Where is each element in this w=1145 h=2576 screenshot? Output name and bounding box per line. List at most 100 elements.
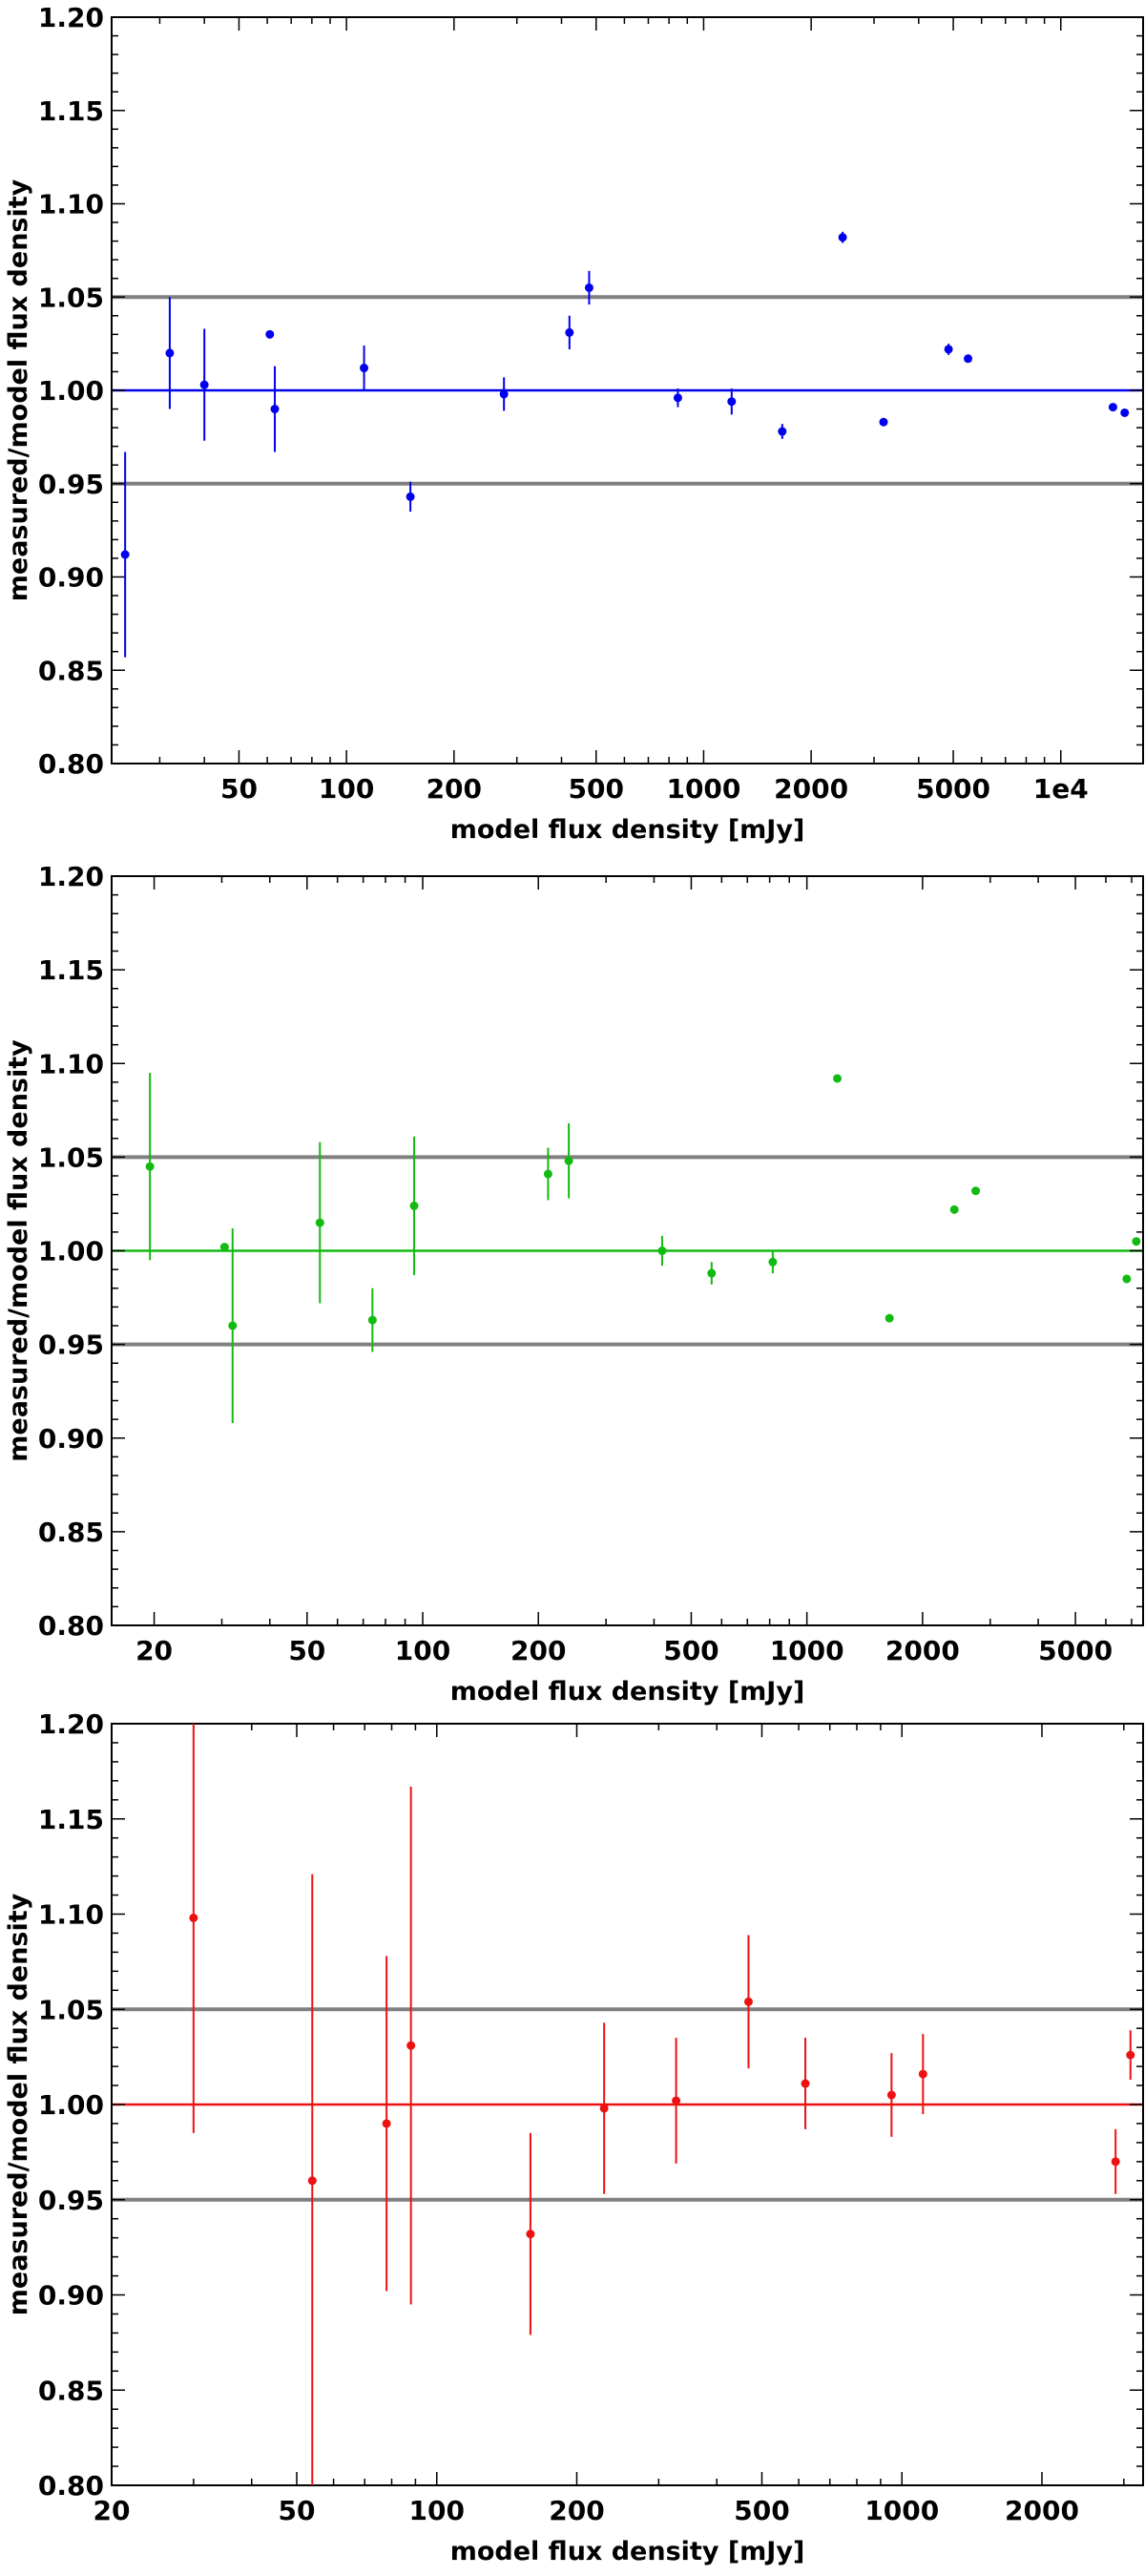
data-point [964, 354, 973, 364]
data-point [944, 345, 953, 354]
y-tick-label: 0.95 [38, 1330, 104, 1361]
x-tick-label: 2000 [885, 1635, 960, 1666]
y-tick-label: 0.90 [38, 1423, 104, 1455]
data-point [768, 1257, 778, 1267]
data-point [270, 405, 280, 414]
y-tick-label: 0.80 [38, 2470, 104, 2502]
data-point [406, 2041, 416, 2050]
x-tick-label: 5000 [916, 773, 990, 805]
chart-panel-1: 0.80 0.85 0.90 0.95 1.00 1.05 1.10 1.15 1.20 50 10… [4, 2, 1144, 845]
data-point [918, 2069, 927, 2079]
data-point [949, 1204, 959, 1214]
y-tick-label: 1.00 [38, 1236, 104, 1267]
data-point [165, 348, 175, 358]
data-point [707, 1268, 717, 1278]
data-point [382, 2119, 391, 2128]
data-point [971, 1186, 981, 1196]
y-tick-label: 0.80 [38, 748, 104, 780]
data-point [672, 2096, 681, 2105]
y-tick-label: 1.05 [38, 282, 104, 313]
x-tick-label: 1000 [666, 773, 740, 805]
y-tick-label: 1.15 [38, 1804, 104, 1835]
data-point [1126, 2050, 1135, 2060]
data-point [778, 427, 787, 436]
y-tick-label: 1.00 [38, 2089, 104, 2121]
x-tick-label: 5000 [1038, 1635, 1113, 1666]
x-tick-label: 500 [734, 2495, 789, 2526]
data-point [657, 1246, 667, 1255]
data-point [228, 1321, 238, 1330]
data-point [599, 2104, 609, 2113]
data-point [1111, 2157, 1120, 2167]
x-axis-label: model flux density [mJy] [450, 2537, 805, 2566]
y-tick-label: 0.85 [38, 1517, 104, 1548]
data-point [360, 364, 369, 373]
x-tick-label: 200 [427, 773, 482, 805]
x-tick-label: 1000 [864, 2495, 939, 2526]
x-tick-label: 100 [395, 1635, 450, 1666]
y-tick-label: 0.90 [38, 562, 104, 594]
x-tick-label: 50 [220, 773, 258, 805]
data-point [1132, 1237, 1141, 1246]
data-point [1108, 403, 1117, 412]
y-tick-label: 1.20 [38, 861, 104, 892]
data-point [543, 1169, 552, 1179]
chart-panel-3: 0.80 0.85 0.90 0.95 1.00 1.05 1.10 1.15 1.20 20 50… [4, 1708, 1144, 2566]
x-axis-label: model flux density [mJy] [450, 1677, 805, 1707]
data-point [833, 1074, 843, 1083]
x-tick-label: 2000 [774, 773, 848, 805]
x-tick-label: 50 [288, 1635, 325, 1666]
data-point [367, 1315, 377, 1325]
data-point [727, 397, 737, 407]
x-tick-label: 1000 [770, 1635, 844, 1666]
data-point [743, 1997, 753, 2006]
data-point [879, 417, 888, 427]
x-tick-label: 50 [279, 2495, 316, 2526]
data-point [499, 389, 509, 399]
y-tick-label: 1.15 [38, 954, 104, 986]
y-tick-label: 1.15 [38, 95, 104, 127]
data-point [120, 550, 130, 559]
data-point [584, 283, 593, 292]
data-point [1120, 408, 1130, 417]
x-tick-label: 200 [510, 1635, 566, 1666]
data-point [886, 2090, 896, 2100]
data-point [315, 1218, 324, 1227]
y-tick-label: 1.10 [38, 189, 104, 220]
x-tick-label: 500 [663, 1635, 718, 1666]
y-tick-label: 1.05 [38, 1994, 104, 2025]
data-point [307, 2176, 317, 2186]
y-tick-label: 1.20 [38, 1708, 104, 1740]
data-point [885, 1313, 894, 1323]
x-tick-label: 2000 [1005, 2495, 1079, 2526]
data-point [801, 2079, 810, 2088]
data-point [406, 492, 415, 501]
data-point [1122, 1274, 1132, 1284]
y-tick-label: 0.95 [38, 2185, 104, 2216]
y-tick-label: 1.10 [38, 1048, 104, 1079]
y-tick-label: 1.20 [38, 2, 104, 33]
x-axis-label: model flux density [mJy] [450, 815, 805, 845]
data-point [673, 393, 682, 403]
data-point [189, 1913, 198, 1922]
data-point [145, 1162, 155, 1171]
data-point [838, 233, 847, 242]
data-point [565, 327, 574, 337]
y-tick-label: 1.05 [38, 1141, 104, 1173]
data-point [199, 380, 209, 389]
x-tick-label: 1e4 [1033, 773, 1089, 805]
y-tick-label: 0.80 [38, 1610, 104, 1642]
x-tick-label: 20 [94, 2495, 131, 2526]
data-point [564, 1156, 573, 1165]
y-tick-label: 0.95 [38, 469, 104, 500]
y-axis-label: measured/model flux density [4, 1039, 33, 1462]
y-tick-label: 0.85 [38, 655, 104, 686]
y-tick-label: 1.00 [38, 375, 104, 407]
y-tick-label: 0.90 [38, 2280, 104, 2312]
y-tick-label: 1.10 [38, 1899, 104, 1931]
data-point [409, 1201, 419, 1210]
y-axis-label: measured/model flux density [4, 1893, 33, 2315]
x-tick-label: 20 [135, 1635, 173, 1666]
y-axis-label: measured/model flux density [4, 178, 33, 601]
